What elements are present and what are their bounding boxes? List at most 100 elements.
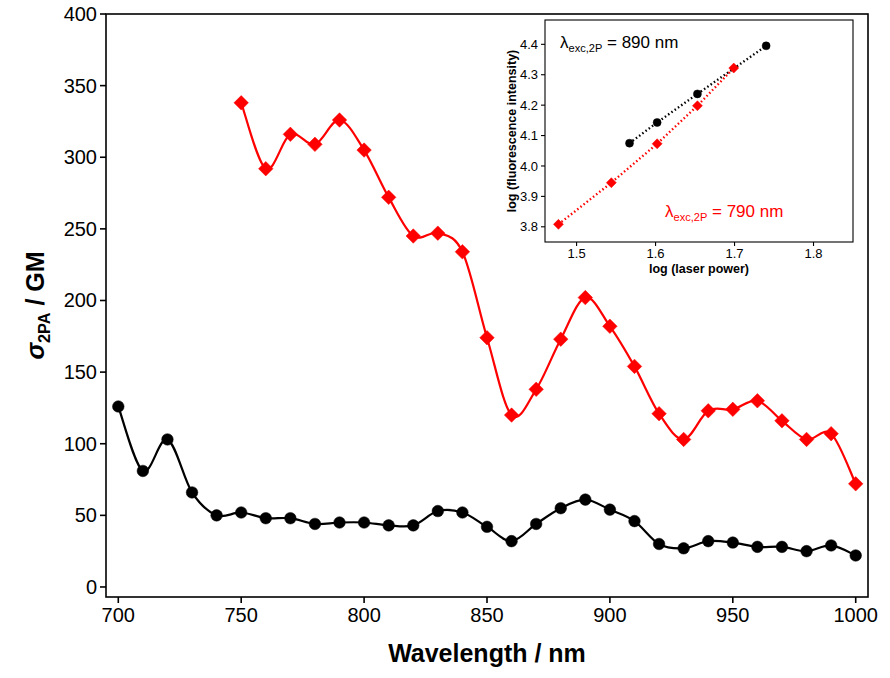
data-point	[824, 426, 839, 441]
data-point	[309, 518, 321, 530]
x-tick-label: 700	[102, 604, 135, 626]
x-tick-label: 900	[593, 604, 626, 626]
data-point	[580, 494, 592, 506]
y-tick	[541, 44, 545, 45]
data-point	[653, 538, 665, 550]
plot-area	[106, 14, 868, 597]
data-point	[553, 219, 563, 229]
x-tick	[117, 597, 119, 603]
data-point	[727, 537, 739, 549]
data-point	[137, 465, 149, 477]
data-point	[653, 118, 661, 126]
series-line	[118, 406, 855, 555]
y-tick	[100, 443, 106, 445]
plot-frame	[545, 20, 853, 242]
y-tick	[541, 74, 545, 75]
y-tick	[541, 135, 545, 136]
data-point	[606, 178, 616, 188]
data-point	[555, 502, 567, 514]
x-tick-label: 1.5	[568, 246, 586, 261]
plot-area	[545, 20, 853, 242]
data-point	[455, 245, 470, 260]
data-point	[776, 541, 788, 553]
y-axis-label: log (fluorescence intensity)	[505, 50, 519, 213]
label-subscript: exc,2P	[569, 42, 603, 54]
data-point	[285, 512, 297, 524]
data-point	[234, 96, 249, 111]
x-tick-label: 750	[225, 604, 258, 626]
data-point	[702, 535, 714, 547]
data-point	[850, 550, 862, 562]
y-tick	[100, 13, 106, 15]
data-point	[752, 541, 764, 553]
data-point	[112, 401, 124, 413]
data-point	[701, 404, 716, 419]
y-tick	[100, 156, 106, 158]
x-tick	[609, 597, 611, 603]
label-text: / GM	[21, 251, 49, 312]
chart: 7007508008509009501000050100150200250300…	[0, 0, 890, 678]
y-tick-label: 350	[64, 75, 97, 97]
data-point	[334, 517, 346, 529]
x-tick-label: 850	[470, 604, 503, 626]
data-point	[186, 487, 198, 499]
data-point	[358, 517, 370, 529]
y-tick	[100, 515, 106, 517]
data-point	[381, 190, 396, 205]
y-tick	[541, 226, 545, 227]
data-point	[407, 520, 419, 532]
data-point	[529, 382, 544, 397]
y-tick-label: 3.9	[520, 189, 538, 204]
data-point	[162, 434, 174, 446]
data-point	[432, 505, 444, 517]
data-point	[799, 432, 814, 447]
data-point	[692, 101, 702, 111]
y-tick	[100, 371, 106, 373]
data-point	[729, 63, 739, 73]
data-point	[259, 161, 274, 176]
x-tick	[240, 597, 242, 603]
y-tick-label: 300	[64, 146, 97, 168]
data-point	[553, 332, 568, 347]
data-point	[825, 540, 837, 552]
data-point	[283, 127, 298, 142]
y-tick	[541, 165, 545, 166]
data-point	[308, 137, 323, 152]
plot-1: 1.51.61.71.83.83.94.04.14.24.34.4	[520, 20, 853, 261]
x-tick-label: 1000	[833, 604, 878, 626]
series-line	[558, 68, 733, 224]
label: σ2PA / GM	[21, 251, 53, 359]
data-point	[678, 542, 690, 554]
x-tick	[363, 597, 365, 603]
data-point	[260, 512, 272, 524]
data-point	[481, 521, 493, 533]
y-tick-label: 4.1	[520, 128, 538, 143]
label-subscript: exc,2P	[674, 211, 708, 223]
data-point	[357, 143, 372, 158]
data-point	[676, 432, 691, 447]
label-text: = 890 nm	[602, 33, 678, 52]
x-tick	[732, 597, 734, 603]
data-point	[332, 113, 347, 128]
x-axis-label: log (laser power)	[649, 262, 749, 276]
y-tick-label: 400	[64, 3, 97, 25]
data-point	[406, 229, 421, 244]
x-tick-label: 950	[716, 604, 749, 626]
data-point	[506, 535, 518, 547]
y-tick-label: 50	[75, 504, 97, 526]
y-tick	[100, 85, 106, 87]
y-tick-label: 4.4	[520, 37, 538, 52]
data-point	[383, 520, 395, 532]
series-line	[630, 46, 767, 143]
y-tick-label: 4.0	[520, 159, 538, 174]
x-tick-label: 1.7	[725, 246, 743, 261]
data-point	[629, 515, 641, 527]
data-point	[652, 406, 667, 421]
data-point	[652, 139, 662, 149]
x-axis-label: Wavelength / nm	[388, 639, 586, 667]
data-point	[480, 330, 495, 345]
y-tick	[100, 300, 106, 302]
data-point	[235, 507, 247, 519]
y-tick-label: 4.3	[520, 67, 538, 82]
y-tick	[541, 105, 545, 106]
